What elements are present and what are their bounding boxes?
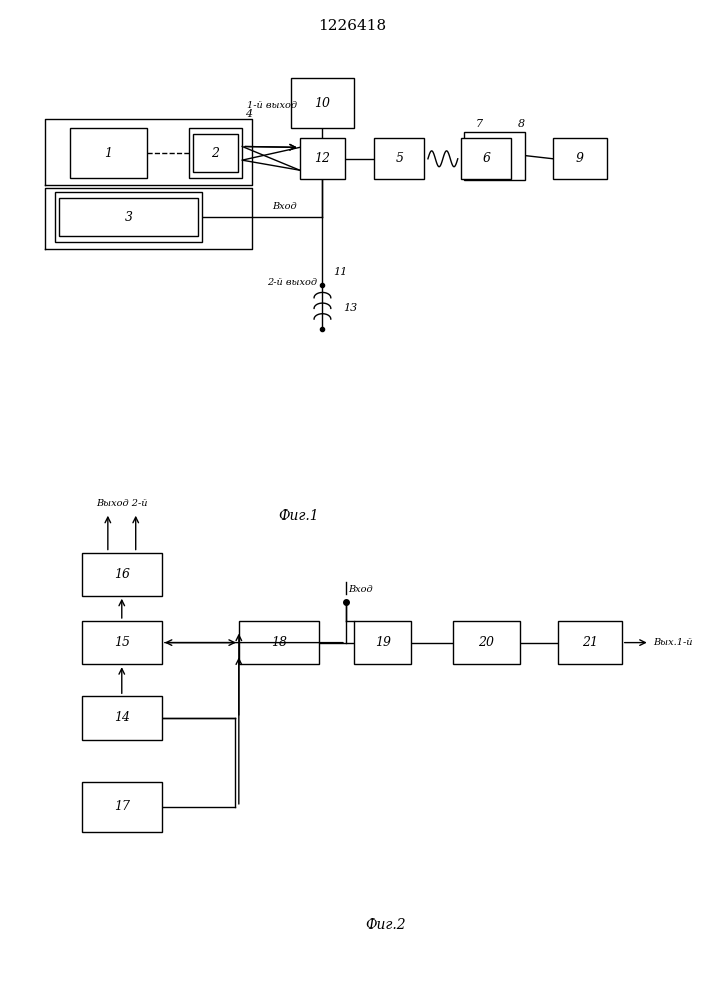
Text: 15: 15 <box>114 636 130 649</box>
Text: 6: 6 <box>482 152 491 165</box>
Text: 16: 16 <box>114 568 130 581</box>
Bar <box>239 621 319 664</box>
Bar <box>81 782 162 832</box>
Text: 13: 13 <box>344 303 358 313</box>
Bar <box>193 134 238 172</box>
Bar <box>354 621 411 664</box>
Text: 10: 10 <box>315 97 330 110</box>
Text: 4: 4 <box>245 109 252 119</box>
Text: Выход 2-й: Выход 2-й <box>96 499 148 508</box>
Text: 3: 3 <box>124 211 132 224</box>
Text: 20: 20 <box>479 636 494 649</box>
Bar <box>461 138 511 179</box>
Bar <box>70 128 147 178</box>
Bar <box>374 138 424 179</box>
Text: 11: 11 <box>333 267 347 277</box>
Bar <box>55 192 202 242</box>
Text: Фиг.2: Фиг.2 <box>366 918 407 932</box>
Text: 8: 8 <box>518 119 525 129</box>
Bar <box>553 138 607 179</box>
Text: 1: 1 <box>105 147 112 160</box>
Bar <box>291 78 354 128</box>
Bar <box>81 696 162 740</box>
Text: 19: 19 <box>375 636 391 649</box>
Bar <box>189 128 243 178</box>
Text: 1226418: 1226418 <box>318 19 387 33</box>
Text: 12: 12 <box>315 152 330 165</box>
Text: Вход: Вход <box>349 585 373 594</box>
Text: Вых.1-й: Вых.1-й <box>653 638 693 647</box>
Bar <box>300 138 345 179</box>
Bar <box>464 132 525 180</box>
Text: 17: 17 <box>114 800 130 813</box>
Text: 18: 18 <box>271 636 287 649</box>
Text: 2: 2 <box>211 147 219 160</box>
Bar <box>81 553 162 596</box>
Bar <box>81 621 162 664</box>
Text: 1-й выход: 1-й выход <box>247 101 297 110</box>
Text: 9: 9 <box>576 152 584 165</box>
Text: 21: 21 <box>582 636 598 649</box>
Text: Фиг.1: Фиг.1 <box>279 509 320 523</box>
Text: 2-й выход: 2-й выход <box>267 278 317 287</box>
Bar <box>453 621 520 664</box>
Bar <box>59 198 198 236</box>
Text: Вход: Вход <box>271 202 296 211</box>
Bar <box>559 621 621 664</box>
Text: 7: 7 <box>476 119 483 129</box>
Text: 14: 14 <box>114 711 130 724</box>
Text: 5: 5 <box>395 152 404 165</box>
